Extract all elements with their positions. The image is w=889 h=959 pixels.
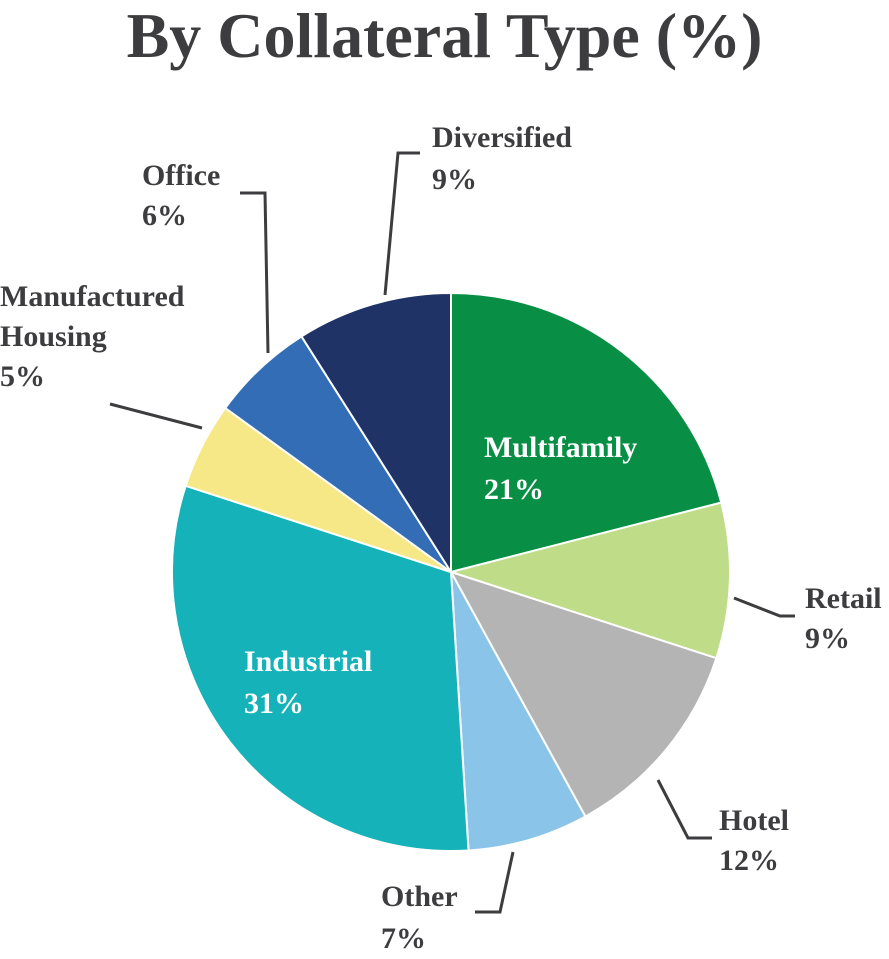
slice-label-retail: Retail xyxy=(805,582,882,615)
pie-slice-industrial xyxy=(171,484,470,852)
pie-slice-hotel xyxy=(448,570,718,818)
slice-label-diversified: Diversified xyxy=(432,121,572,154)
slice-value-diversified: 9% xyxy=(432,163,477,196)
leader-line-retail xyxy=(733,596,795,618)
slice-label-multifamily: Multifamily xyxy=(484,431,637,464)
slice-label-office: Office xyxy=(142,159,220,192)
slice-value-manufactured-housing: 5% xyxy=(0,360,45,393)
chart-title: By Collateral Type (%) xyxy=(126,0,763,71)
leader-line-diversified xyxy=(383,151,420,296)
slice-value-office: 6% xyxy=(142,199,187,232)
slice-value-hotel: 12% xyxy=(719,844,779,877)
slice-label-manufactured-housing-2: Housing xyxy=(0,320,107,353)
slice-value-industrial: 31% xyxy=(244,687,304,720)
slice-label-other: Other xyxy=(381,880,458,913)
leader-line-manufactured-housing xyxy=(109,402,203,430)
slice-value-multifamily: 21% xyxy=(484,473,544,506)
slice-label-industrial: Industrial xyxy=(244,645,372,678)
slice-value-retail: 9% xyxy=(805,622,850,655)
slice-label-manufactured-housing-1: Manufactured xyxy=(0,280,185,313)
slice-value-other: 7% xyxy=(381,922,426,955)
leader-line-hotel xyxy=(656,779,712,840)
pie-slice-multifamily xyxy=(450,291,723,574)
pie-slice-retail xyxy=(447,501,731,660)
slice-label-hotel: Hotel xyxy=(719,804,789,837)
leader-line-other xyxy=(475,851,515,914)
pie-slice-diversified xyxy=(300,291,452,576)
leader-line-office xyxy=(240,191,270,354)
pie-slice-other xyxy=(450,571,587,852)
